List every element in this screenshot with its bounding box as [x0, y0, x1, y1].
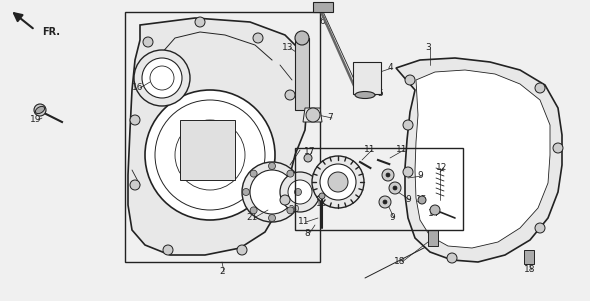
Circle shape [447, 253, 457, 263]
Bar [428, 230, 438, 246]
Circle shape [143, 37, 153, 47]
Polygon shape [415, 70, 550, 248]
Circle shape [403, 167, 413, 177]
Circle shape [280, 195, 290, 205]
Text: 17: 17 [304, 147, 316, 157]
Circle shape [163, 245, 173, 255]
Text: 14: 14 [428, 209, 440, 219]
Text: 5: 5 [377, 88, 383, 98]
Circle shape [285, 90, 295, 100]
Polygon shape [303, 108, 322, 122]
Circle shape [288, 180, 312, 204]
Circle shape [142, 58, 182, 98]
Circle shape [386, 173, 390, 177]
Circle shape [382, 169, 394, 181]
Circle shape [328, 172, 348, 192]
Circle shape [393, 186, 397, 190]
Circle shape [130, 180, 140, 190]
Text: 18: 18 [525, 265, 536, 275]
Circle shape [145, 90, 275, 220]
Bar [125, 12, 320, 262]
Text: 9: 9 [389, 213, 395, 222]
Circle shape [250, 170, 294, 214]
Text: 4: 4 [387, 64, 393, 73]
Circle shape [535, 223, 545, 233]
Circle shape [134, 50, 190, 106]
Circle shape [250, 170, 257, 177]
Circle shape [295, 31, 309, 45]
Circle shape [383, 200, 387, 204]
Circle shape [306, 108, 320, 122]
Circle shape [34, 104, 46, 116]
Circle shape [287, 207, 294, 214]
Text: 21: 21 [246, 213, 258, 222]
Circle shape [418, 196, 426, 204]
Text: 9: 9 [405, 196, 411, 204]
Polygon shape [128, 18, 308, 255]
Text: 11: 11 [299, 218, 310, 226]
Text: 11: 11 [364, 145, 376, 154]
Text: FR.: FR. [42, 27, 60, 37]
Circle shape [250, 207, 257, 214]
Circle shape [242, 162, 302, 222]
Circle shape [268, 163, 276, 169]
Text: 19: 19 [30, 116, 42, 125]
Circle shape [130, 115, 140, 125]
Text: 3: 3 [425, 44, 431, 52]
Circle shape [320, 164, 356, 200]
Circle shape [237, 245, 247, 255]
Circle shape [389, 182, 401, 194]
Text: 16: 16 [132, 83, 144, 92]
Circle shape [195, 17, 205, 27]
Circle shape [268, 215, 276, 222]
Text: 2: 2 [219, 268, 225, 277]
Circle shape [294, 188, 301, 196]
Bar [353, 62, 381, 94]
Circle shape [242, 188, 250, 196]
Text: 6: 6 [319, 17, 325, 26]
Bar [295, 38, 309, 110]
Ellipse shape [35, 106, 45, 113]
Text: 7: 7 [327, 113, 333, 123]
Text: 12: 12 [437, 163, 448, 172]
Bar [295, 148, 463, 230]
Text: 18: 18 [394, 257, 406, 266]
Polygon shape [396, 58, 562, 262]
Bar [313, 2, 333, 12]
Text: 20: 20 [289, 206, 300, 215]
Bar [524, 250, 534, 264]
Circle shape [280, 172, 320, 212]
Text: 11: 11 [396, 145, 408, 154]
Circle shape [253, 33, 263, 43]
Circle shape [535, 83, 545, 93]
Ellipse shape [355, 92, 375, 98]
Bar [180, 120, 235, 180]
Circle shape [379, 196, 391, 208]
Circle shape [430, 205, 440, 215]
Text: 13: 13 [282, 44, 294, 52]
Circle shape [312, 156, 364, 208]
Circle shape [553, 143, 563, 153]
Circle shape [319, 193, 325, 199]
Text: 8: 8 [304, 229, 310, 238]
Circle shape [403, 120, 413, 130]
Text: 9: 9 [417, 172, 423, 181]
Text: 10: 10 [316, 198, 328, 207]
Circle shape [304, 154, 312, 162]
Circle shape [405, 75, 415, 85]
Text: 15: 15 [417, 196, 428, 204]
Circle shape [287, 170, 294, 177]
